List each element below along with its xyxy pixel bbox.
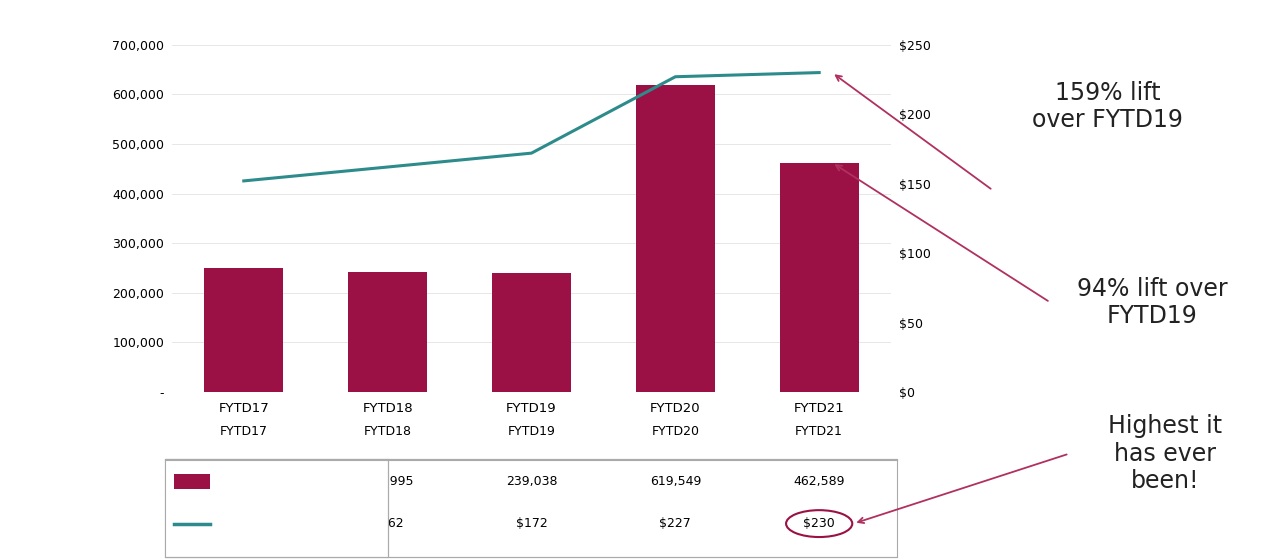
Text: FYTD17: FYTD17 <box>220 424 267 438</box>
Bar <box>779 162 859 392</box>
Bar <box>348 273 428 392</box>
Text: FYTD19: FYTD19 <box>508 424 555 438</box>
Text: $162: $162 <box>372 517 404 530</box>
Text: 159% lift
over FYTD19: 159% lift over FYTD19 <box>1032 81 1183 132</box>
Text: FYTD20: FYTD20 <box>652 424 699 438</box>
Text: 462,589: 462,589 <box>793 475 845 488</box>
Text: $230: $230 <box>803 517 835 530</box>
Bar <box>635 85 715 392</box>
Text: $227: $227 <box>659 517 691 530</box>
Text: Revenue per Active: Revenue per Active <box>220 517 342 530</box>
Text: $152: $152 <box>228 517 260 530</box>
Text: Active Donors: Active Donors <box>220 475 307 488</box>
Bar <box>491 273 572 392</box>
Text: FYTD18: FYTD18 <box>364 424 411 438</box>
Text: $172: $172 <box>516 517 547 530</box>
Text: Highest it
has ever
been!: Highest it has ever been! <box>1108 414 1222 493</box>
Text: 94% lift over
FYTD19: 94% lift over FYTD19 <box>1077 277 1227 328</box>
Text: FYTD21: FYTD21 <box>796 424 843 438</box>
Text: 239,038: 239,038 <box>505 475 558 488</box>
Text: 619,549: 619,549 <box>649 475 701 488</box>
Text: 240,995: 240,995 <box>362 475 414 488</box>
Bar <box>204 268 284 392</box>
Text: 250,319: 250,319 <box>218 475 270 488</box>
